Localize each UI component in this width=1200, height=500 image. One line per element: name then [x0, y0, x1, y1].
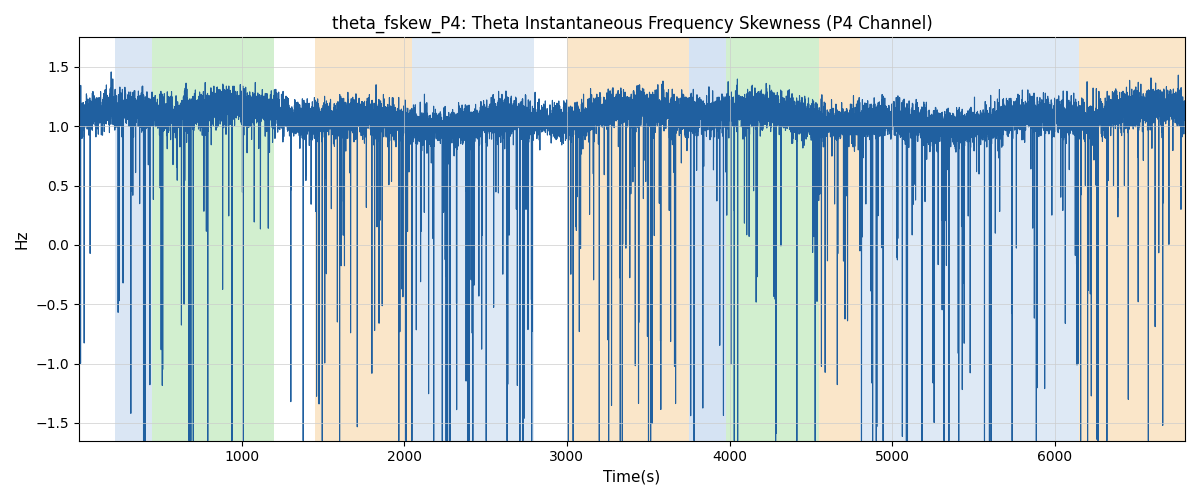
Bar	[115, 38, 152, 440]
Y-axis label: Hz: Hz	[14, 230, 30, 249]
Bar	[820, 38, 859, 440]
Bar	[726, 38, 820, 440]
Title: theta_fskew_P4: Theta Instantaneous Frequency Skewness (P4 Channel): theta_fskew_P4: Theta Instantaneous Freq…	[331, 15, 932, 34]
Bar	[1079, 38, 1186, 440]
Bar	[314, 38, 413, 440]
Bar	[413, 38, 534, 440]
Bar	[152, 38, 274, 440]
Bar	[689, 38, 726, 440]
Bar	[566, 38, 689, 440]
X-axis label: Time(s): Time(s)	[604, 470, 660, 485]
Bar	[859, 38, 1079, 440]
